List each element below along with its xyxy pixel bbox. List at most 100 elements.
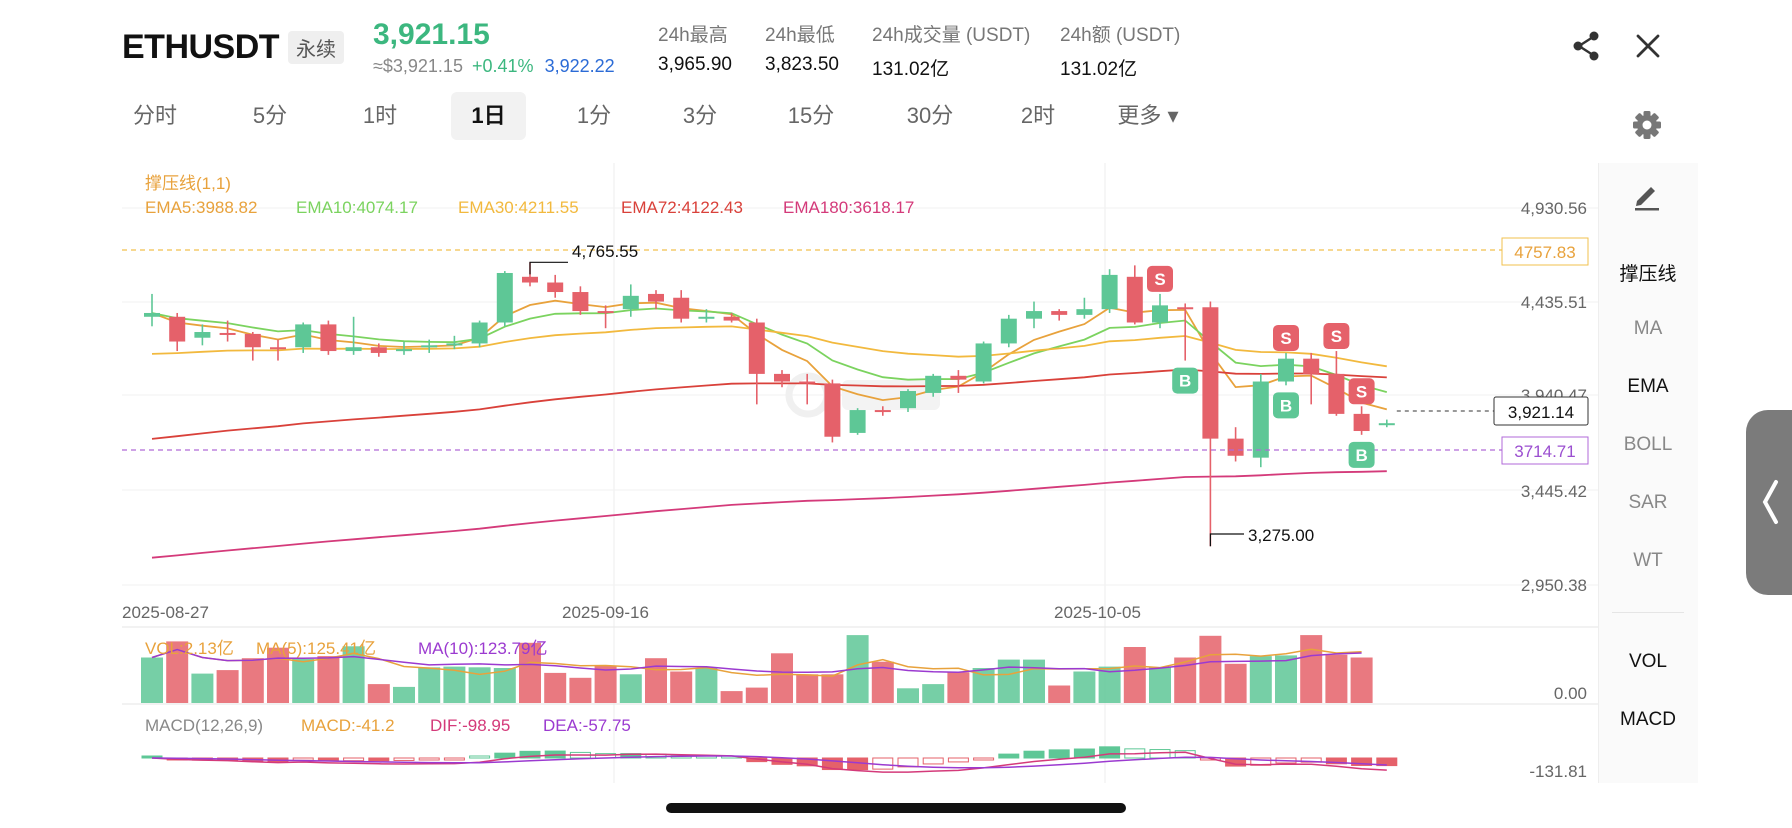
volume-bar — [1098, 666, 1121, 703]
candle-body — [1126, 276, 1143, 323]
tab-interval[interactable]: 5分 — [252, 103, 288, 128]
ema-line-4 — [151, 470, 1387, 559]
candle-body — [572, 292, 589, 312]
resistance-tag-box — [1501, 237, 1589, 266]
candle-body — [849, 410, 866, 433]
vol-ma10-legend: MA(10):123.79亿 — [418, 639, 547, 658]
candle-body — [1152, 305, 1168, 323]
candle-body — [194, 332, 211, 338]
candle-body — [295, 324, 312, 348]
usd-approx: ≈$3,921.15 — [373, 56, 463, 76]
volume-bar — [418, 667, 441, 703]
tab-interval[interactable]: 15分 — [787, 103, 835, 128]
macd-histogram-bar — [973, 757, 995, 761]
price-axis-label: 4,930.56 — [1521, 199, 1587, 218]
stat-value: 131.02亿 — [872, 59, 950, 80]
tab-interval[interactable]: 3分 — [682, 103, 718, 128]
volume-bar — [166, 641, 189, 703]
share-icon[interactable] — [1568, 28, 1604, 64]
candle-body — [1252, 381, 1269, 458]
sell-signal: S — [1280, 329, 1291, 348]
indicator-wt[interactable]: WT — [1633, 550, 1663, 571]
tab-interval[interactable]: 2时 — [1020, 103, 1056, 128]
volume-bar — [342, 646, 365, 703]
indicator-macd[interactable]: MACD — [1620, 709, 1676, 730]
mark-price: 3,922.22 — [544, 56, 615, 76]
volume-bar — [670, 671, 693, 703]
candle-body — [370, 347, 387, 353]
volume-bar — [493, 668, 516, 703]
vol-legend: VOL:2.13亿 — [145, 639, 234, 658]
candle-body — [673, 297, 690, 319]
close-icon[interactable] — [1630, 28, 1666, 64]
buy-signal-badge — [1273, 392, 1299, 419]
tab-interval[interactable]: 1分 — [576, 103, 612, 128]
volume-bar — [871, 661, 894, 703]
tab-interval[interactable]: 分时 — [132, 103, 177, 128]
indicator-sr[interactable]: 撑压线 — [1619, 264, 1677, 285]
price-tag-box — [1493, 396, 1589, 426]
volume-bar — [1149, 667, 1171, 703]
sr-legend: 撑压线(1,1) — [145, 174, 231, 193]
candle-body — [1328, 373, 1345, 414]
stat-label: 24h额 (USDT) — [1060, 25, 1181, 46]
date-axis-label: 2025-09-16 — [562, 603, 649, 622]
volume-bar — [367, 684, 390, 703]
candle-body — [144, 312, 160, 317]
indicator-sar[interactable]: SAR — [1628, 492, 1668, 513]
volume-bar — [569, 677, 592, 703]
candle-body — [1202, 307, 1219, 439]
indicator-boll[interactable]: BOLL — [1623, 434, 1673, 455]
contract-type-badge: 永续 — [288, 31, 344, 64]
volume-bar — [997, 659, 1020, 703]
gear-icon[interactable] — [1630, 108, 1664, 142]
stat-label: 24h成交量 (USDT) — [872, 25, 1031, 46]
price-sub-line: ≈$3,921.15 +0.41% 3,922.22 — [373, 56, 615, 77]
volume-bar — [1249, 656, 1272, 703]
vol-ma10-line — [151, 648, 1362, 673]
macd-histogram-bar — [418, 757, 440, 761]
indicator-ema[interactable]: EMA — [1627, 376, 1669, 397]
kline-chart[interactable]: S S S S B B B 撑压线(1,1) EMA5:3988.82 EMA10:4074… — [0, 0, 1600, 800]
side-collapse-handle[interactable] — [1746, 410, 1792, 595]
macd-histogram-bar — [443, 757, 465, 761]
macd-histogram-bar — [796, 757, 818, 767]
date-axis-label: 2025-08-27 — [122, 603, 209, 622]
candle-body — [799, 381, 816, 384]
stat-24h-volume: 24h成交量 (USDT) 131.02亿 — [872, 20, 1030, 81]
date-axis-label: 2025-10-05 — [1054, 603, 1141, 622]
dea-value: DEA:-57.75 — [543, 716, 631, 735]
buy-signal-badge — [1348, 441, 1375, 468]
volume-bar — [645, 658, 667, 703]
stat-value: 3,965.90 — [658, 54, 732, 75]
volume-bar — [1325, 654, 1348, 703]
candle-body — [597, 311, 614, 314]
stat-value: 3,823.50 — [765, 54, 839, 75]
candle-body — [1227, 438, 1244, 456]
candle-body — [1101, 274, 1118, 310]
volume-bar — [519, 642, 541, 703]
candle-body — [1353, 413, 1370, 432]
indicator-vol[interactable]: VOL — [1628, 651, 1668, 672]
macd-pane — [141, 746, 1398, 773]
volume-bar — [1350, 657, 1373, 703]
macd-title: MACD(12,26,9) — [145, 716, 263, 735]
indicator-ma[interactable]: MA — [1633, 318, 1663, 339]
high-pointer — [529, 261, 568, 275]
macd-histogram-bar — [393, 757, 415, 761]
tab-more[interactable]: 更多 ▾ — [1117, 103, 1179, 128]
pencil-icon[interactable] — [1630, 178, 1664, 212]
volume-bar — [1174, 657, 1197, 703]
ema5-legend: EMA5:3988.82 — [145, 198, 257, 217]
tab-interval[interactable]: 1时 — [362, 103, 398, 128]
candle-body — [900, 391, 916, 409]
macd-histogram-bar — [1099, 746, 1121, 759]
candle-body — [446, 343, 463, 346]
reference-lines — [122, 249, 1502, 547]
buy-signal: B — [1355, 446, 1367, 465]
buy-signal: B — [1179, 372, 1191, 391]
volume-bar — [317, 656, 340, 703]
volume-bar — [1275, 655, 1297, 703]
tab-interval-active[interactable]: 1日 — [451, 92, 526, 140]
tab-interval[interactable]: 30分 — [906, 103, 954, 128]
